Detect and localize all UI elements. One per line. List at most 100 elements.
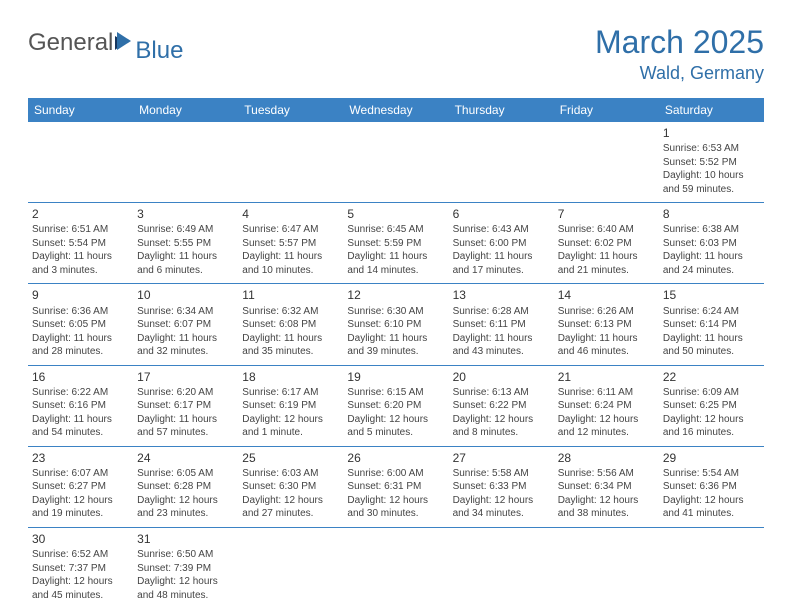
calendar-cell-empty <box>238 527 343 608</box>
sunset-text: Sunset: 6:36 PM <box>663 480 760 494</box>
calendar-row: 1Sunrise: 6:53 AMSunset: 5:52 PMDaylight… <box>28 122 764 203</box>
daylight-text-1: Daylight: 12 hours <box>347 494 444 508</box>
sunset-text: Sunset: 6:27 PM <box>32 480 129 494</box>
daylight-text-2: and 30 minutes. <box>347 507 444 521</box>
calendar-cell: 13Sunrise: 6:28 AMSunset: 6:11 PMDayligh… <box>449 284 554 365</box>
day-number: 5 <box>347 206 444 222</box>
day-number: 23 <box>32 450 129 466</box>
calendar-row: 30Sunrise: 6:52 AMSunset: 7:37 PMDayligh… <box>28 527 764 608</box>
sunrise-text: Sunrise: 6:49 AM <box>137 223 234 237</box>
sunset-text: Sunset: 7:37 PM <box>32 562 129 576</box>
day-number: 17 <box>137 369 234 385</box>
day-header: Tuesday <box>238 98 343 122</box>
daylight-text-2: and 14 minutes. <box>347 264 444 278</box>
daylight-text-2: and 8 minutes. <box>453 426 550 440</box>
calendar-cell-empty <box>133 122 238 203</box>
daylight-text-1: Daylight: 11 hours <box>32 332 129 346</box>
sunset-text: Sunset: 5:55 PM <box>137 237 234 251</box>
logo-text-general: General <box>28 29 113 56</box>
daylight-text-2: and 48 minutes. <box>137 589 234 603</box>
calendar-cell: 21Sunrise: 6:11 AMSunset: 6:24 PMDayligh… <box>554 365 659 446</box>
sunrise-text: Sunrise: 5:54 AM <box>663 467 760 481</box>
daylight-text-1: Daylight: 11 hours <box>137 332 234 346</box>
day-header: Thursday <box>449 98 554 122</box>
day-number: 10 <box>137 287 234 303</box>
calendar-cell: 16Sunrise: 6:22 AMSunset: 6:16 PMDayligh… <box>28 365 133 446</box>
sunset-text: Sunset: 6:20 PM <box>347 399 444 413</box>
daylight-text-2: and 34 minutes. <box>453 507 550 521</box>
daylight-text-2: and 12 minutes. <box>558 426 655 440</box>
daylight-text-1: Daylight: 11 hours <box>663 250 760 264</box>
daylight-text-2: and 45 minutes. <box>32 589 129 603</box>
daylight-text-1: Daylight: 10 hours <box>663 169 760 183</box>
calendar-cell-empty <box>343 527 448 608</box>
sunset-text: Sunset: 6:13 PM <box>558 318 655 332</box>
daylight-text-1: Daylight: 12 hours <box>242 413 339 427</box>
calendar-row: 9Sunrise: 6:36 AMSunset: 6:05 PMDaylight… <box>28 284 764 365</box>
sunrise-text: Sunrise: 6:45 AM <box>347 223 444 237</box>
calendar-cell: 11Sunrise: 6:32 AMSunset: 6:08 PMDayligh… <box>238 284 343 365</box>
daylight-text-1: Daylight: 11 hours <box>347 250 444 264</box>
calendar-cell: 6Sunrise: 6:43 AMSunset: 6:00 PMDaylight… <box>449 203 554 284</box>
sunset-text: Sunset: 6:07 PM <box>137 318 234 332</box>
day-number: 11 <box>242 287 339 303</box>
month-title: March 2025 <box>595 24 764 61</box>
sunrise-text: Sunrise: 6:50 AM <box>137 548 234 562</box>
sunset-text: Sunset: 5:57 PM <box>242 237 339 251</box>
day-header: Wednesday <box>343 98 448 122</box>
calendar-row: 23Sunrise: 6:07 AMSunset: 6:27 PMDayligh… <box>28 446 764 527</box>
calendar-cell-empty <box>28 122 133 203</box>
sunset-text: Sunset: 6:00 PM <box>453 237 550 251</box>
calendar-cell-empty <box>449 122 554 203</box>
day-number: 21 <box>558 369 655 385</box>
sunrise-text: Sunrise: 6:24 AM <box>663 305 760 319</box>
day-number: 16 <box>32 369 129 385</box>
calendar-cell: 5Sunrise: 6:45 AMSunset: 5:59 PMDaylight… <box>343 203 448 284</box>
sunrise-text: Sunrise: 6:28 AM <box>453 305 550 319</box>
day-number: 15 <box>663 287 760 303</box>
daylight-text-2: and 57 minutes. <box>137 426 234 440</box>
sunrise-text: Sunrise: 6:22 AM <box>32 386 129 400</box>
calendar-cell: 1Sunrise: 6:53 AMSunset: 5:52 PMDaylight… <box>659 122 764 203</box>
logo-text-blue: Blue <box>135 37 183 64</box>
day-number: 31 <box>137 531 234 547</box>
daylight-text-2: and 19 minutes. <box>32 507 129 521</box>
day-number: 29 <box>663 450 760 466</box>
day-header: Friday <box>554 98 659 122</box>
calendar-cell: 25Sunrise: 6:03 AMSunset: 6:30 PMDayligh… <box>238 446 343 527</box>
daylight-text-2: and 23 minutes. <box>137 507 234 521</box>
sunset-text: Sunset: 5:52 PM <box>663 156 760 170</box>
sunset-text: Sunset: 6:30 PM <box>242 480 339 494</box>
daylight-text-2: and 16 minutes. <box>663 426 760 440</box>
daylight-text-2: and 21 minutes. <box>558 264 655 278</box>
calendar-cell: 8Sunrise: 6:38 AMSunset: 6:03 PMDaylight… <box>659 203 764 284</box>
day-number: 25 <box>242 450 339 466</box>
daylight-text-1: Daylight: 11 hours <box>137 413 234 427</box>
calendar-cell: 31Sunrise: 6:50 AMSunset: 7:39 PMDayligh… <box>133 527 238 608</box>
daylight-text-1: Daylight: 12 hours <box>347 413 444 427</box>
sunset-text: Sunset: 6:19 PM <box>242 399 339 413</box>
sunset-text: Sunset: 6:31 PM <box>347 480 444 494</box>
calendar-cell: 18Sunrise: 6:17 AMSunset: 6:19 PMDayligh… <box>238 365 343 446</box>
sunrise-text: Sunrise: 6:15 AM <box>347 386 444 400</box>
sunset-text: Sunset: 6:02 PM <box>558 237 655 251</box>
calendar-cell: 17Sunrise: 6:20 AMSunset: 6:17 PMDayligh… <box>133 365 238 446</box>
daylight-text-2: and 3 minutes. <box>32 264 129 278</box>
sunrise-text: Sunrise: 6:30 AM <box>347 305 444 319</box>
day-number: 24 <box>137 450 234 466</box>
daylight-text-1: Daylight: 11 hours <box>347 332 444 346</box>
daylight-text-1: Daylight: 12 hours <box>137 575 234 589</box>
day-number: 6 <box>453 206 550 222</box>
calendar-cell-empty <box>449 527 554 608</box>
daylight-text-1: Daylight: 12 hours <box>453 494 550 508</box>
day-header: Sunday <box>28 98 133 122</box>
sunrise-text: Sunrise: 6:17 AM <box>242 386 339 400</box>
daylight-text-1: Daylight: 11 hours <box>242 250 339 264</box>
calendar-cell-empty <box>554 527 659 608</box>
sunset-text: Sunset: 6:16 PM <box>32 399 129 413</box>
sunset-text: Sunset: 5:59 PM <box>347 237 444 251</box>
day-number: 14 <box>558 287 655 303</box>
day-number: 19 <box>347 369 444 385</box>
daylight-text-2: and 27 minutes. <box>242 507 339 521</box>
daylight-text-2: and 35 minutes. <box>242 345 339 359</box>
